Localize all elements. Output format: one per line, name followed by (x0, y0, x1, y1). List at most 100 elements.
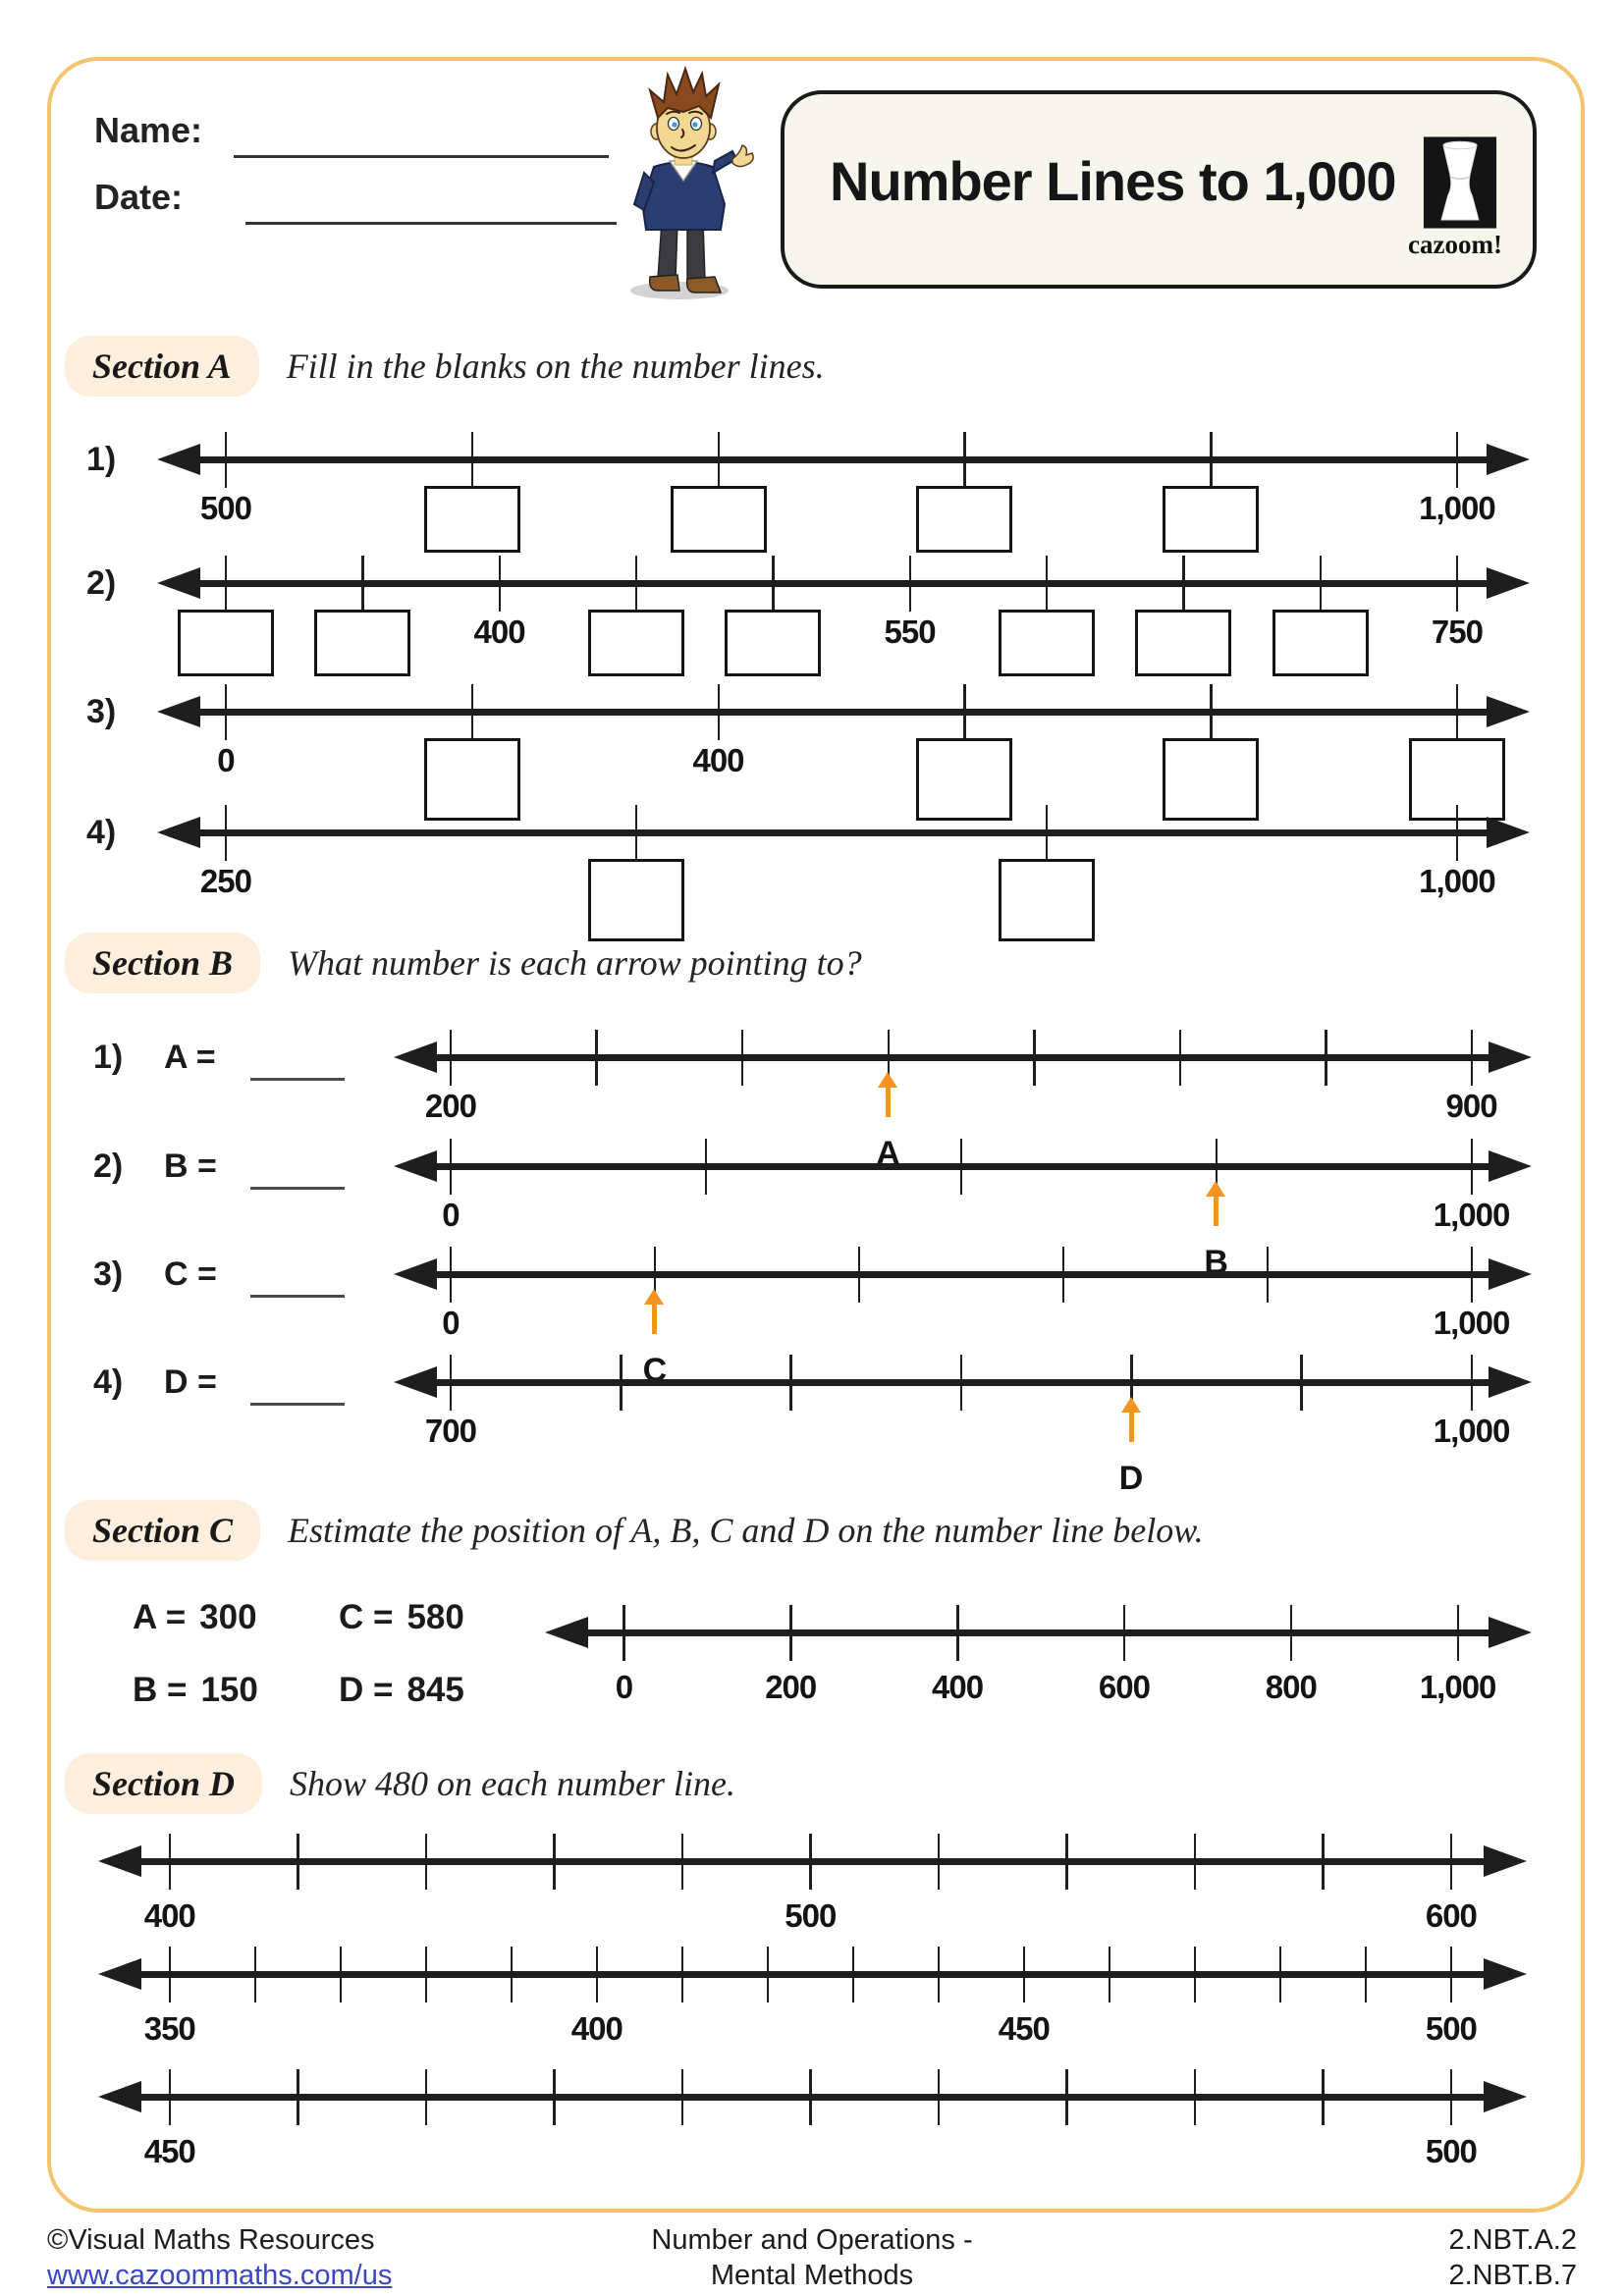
tick-mark (809, 2069, 812, 2125)
number-line-c: 0 200 400 600 800 1,000 (545, 1590, 1532, 1757)
date-label: Date: (94, 177, 184, 217)
tick-mark (1455, 432, 1459, 488)
tick-mark (908, 556, 912, 612)
answer-prompt-b: B = (164, 1148, 217, 1185)
number-line-a3: 0 400 (157, 669, 1530, 821)
page-title: Number Lines to 1,000 (830, 150, 1397, 212)
numline-row-b1: 1) A = 200 900 A (93, 1015, 1532, 1172)
pointer-arrow-icon (644, 1289, 665, 1334)
tick-mark (937, 2069, 941, 2125)
answer-box[interactable] (314, 610, 411, 676)
answer-box[interactable] (1135, 610, 1232, 676)
item-number: 4) (86, 814, 117, 851)
number-line-a1: 500 1,000 (157, 417, 1530, 553)
number-line-d3[interactable]: 450 500 (98, 2055, 1527, 2169)
right-arrowhead-icon (1489, 1617, 1532, 1648)
answer-box[interactable] (423, 738, 520, 821)
tick-label: 200 (424, 1088, 477, 1124)
tick-label: 750 (1431, 614, 1484, 650)
answer-box[interactable] (587, 859, 684, 941)
answer-box[interactable] (1272, 610, 1369, 676)
tick-mark (1456, 1605, 1460, 1661)
tick-mark (1322, 2069, 1325, 2125)
tick-mark (963, 432, 966, 488)
copyright-text: ©Visual Maths Resources (47, 2224, 375, 2256)
tick-mark (1455, 805, 1459, 861)
tick-label: 600 (1425, 1897, 1478, 1934)
item-number: 4) (93, 1363, 124, 1401)
tick-mark (449, 1030, 453, 1086)
tick-label: 0 (217, 742, 235, 778)
number-line-d2[interactable]: 350 400 450 500 (98, 1932, 1527, 2047)
right-arrowhead-icon (1489, 1258, 1532, 1290)
answer-blank-b[interactable] (250, 1187, 345, 1190)
tick-label: 700 (424, 1413, 477, 1449)
topic-line2: Mental Methods (710, 2260, 914, 2291)
answer-box[interactable] (916, 486, 1013, 553)
answer-box[interactable] (998, 610, 1095, 676)
number-line (561, 1629, 1516, 1636)
tick-mark (470, 432, 474, 488)
tick-label: 0 (442, 1305, 460, 1341)
section-a-pill: Section A (65, 336, 259, 397)
tick-mark (553, 2069, 556, 2125)
answer-box[interactable] (670, 486, 767, 553)
number-line (409, 1271, 1516, 1278)
value-b: B = 150 (133, 1671, 258, 1709)
numline-row-a2: 2) 400 550 750 (86, 541, 1530, 676)
number-line (114, 2094, 1511, 2101)
tick-mark (937, 1947, 941, 2002)
tick-label: 1,000 (1433, 1305, 1511, 1341)
answer-blank-a[interactable] (250, 1078, 345, 1081)
numline-row-b2: 2) B = 0 1,000 B (93, 1124, 1532, 1281)
tick-mark (653, 1247, 657, 1303)
tick-mark (168, 2069, 172, 2125)
number-line-a2: 400 550 750 (157, 541, 1530, 676)
section-c-values: A = 300 C = 580 B = 150 D = 845 (93, 1590, 545, 1757)
tick-mark (766, 1947, 770, 2002)
tick-mark (1182, 556, 1185, 612)
tick-mark (634, 556, 638, 612)
tick-mark (1210, 684, 1213, 740)
item-number: 3) (93, 1255, 124, 1293)
answer-blank-c[interactable] (250, 1295, 345, 1298)
tick-mark (1045, 805, 1049, 861)
tick-mark (789, 1355, 792, 1411)
footer-right: 2.NBT.A.2 2.NBT.B.7 (1282, 2222, 1577, 2293)
tick-label: 550 (884, 614, 937, 650)
tick-label: 400 (692, 742, 744, 778)
tick-mark (1319, 556, 1323, 612)
section-d-header: Section D Show 480 on each number line. (65, 1753, 735, 1814)
tick-label: 0 (442, 1197, 460, 1233)
answer-box[interactable] (916, 738, 1013, 821)
tick-mark (857, 1247, 861, 1303)
tick-label: 1,000 (1433, 1413, 1511, 1449)
answer-box[interactable] (1163, 486, 1260, 553)
answer-box[interactable] (177, 610, 274, 676)
number-line-d1[interactable]: 400 500 600 (98, 1819, 1527, 1934)
right-arrowhead-icon (1484, 1845, 1527, 1877)
answer-box[interactable] (998, 859, 1095, 941)
website-link[interactable]: www.cazoommaths.com/us (47, 2260, 393, 2291)
tick-mark (1193, 2069, 1197, 2125)
answer-box[interactable] (725, 610, 822, 676)
tick-mark (498, 556, 502, 612)
answer-box[interactable] (1163, 738, 1260, 821)
tick-label: 250 (199, 863, 252, 899)
tick-mark (449, 1139, 453, 1195)
section-b-instruction: What number is each arrow pointing to? (288, 943, 862, 983)
answer-box[interactable] (587, 610, 684, 676)
answer-blank-d[interactable] (250, 1403, 345, 1406)
answer-box[interactable] (423, 486, 520, 553)
item-number: 1) (93, 1039, 124, 1076)
value-c: C = 580 (339, 1598, 464, 1636)
section-c-header: Section C Estimate the position of A, B,… (65, 1500, 1204, 1561)
item-number: 2) (86, 564, 117, 602)
tick-mark (1470, 1247, 1474, 1303)
tick-mark (449, 1247, 453, 1303)
tick-mark (224, 556, 228, 612)
name-field-line[interactable] (234, 155, 609, 158)
date-field-line[interactable] (245, 222, 617, 225)
tick-mark (717, 432, 720, 488)
number-line (114, 1858, 1511, 1865)
